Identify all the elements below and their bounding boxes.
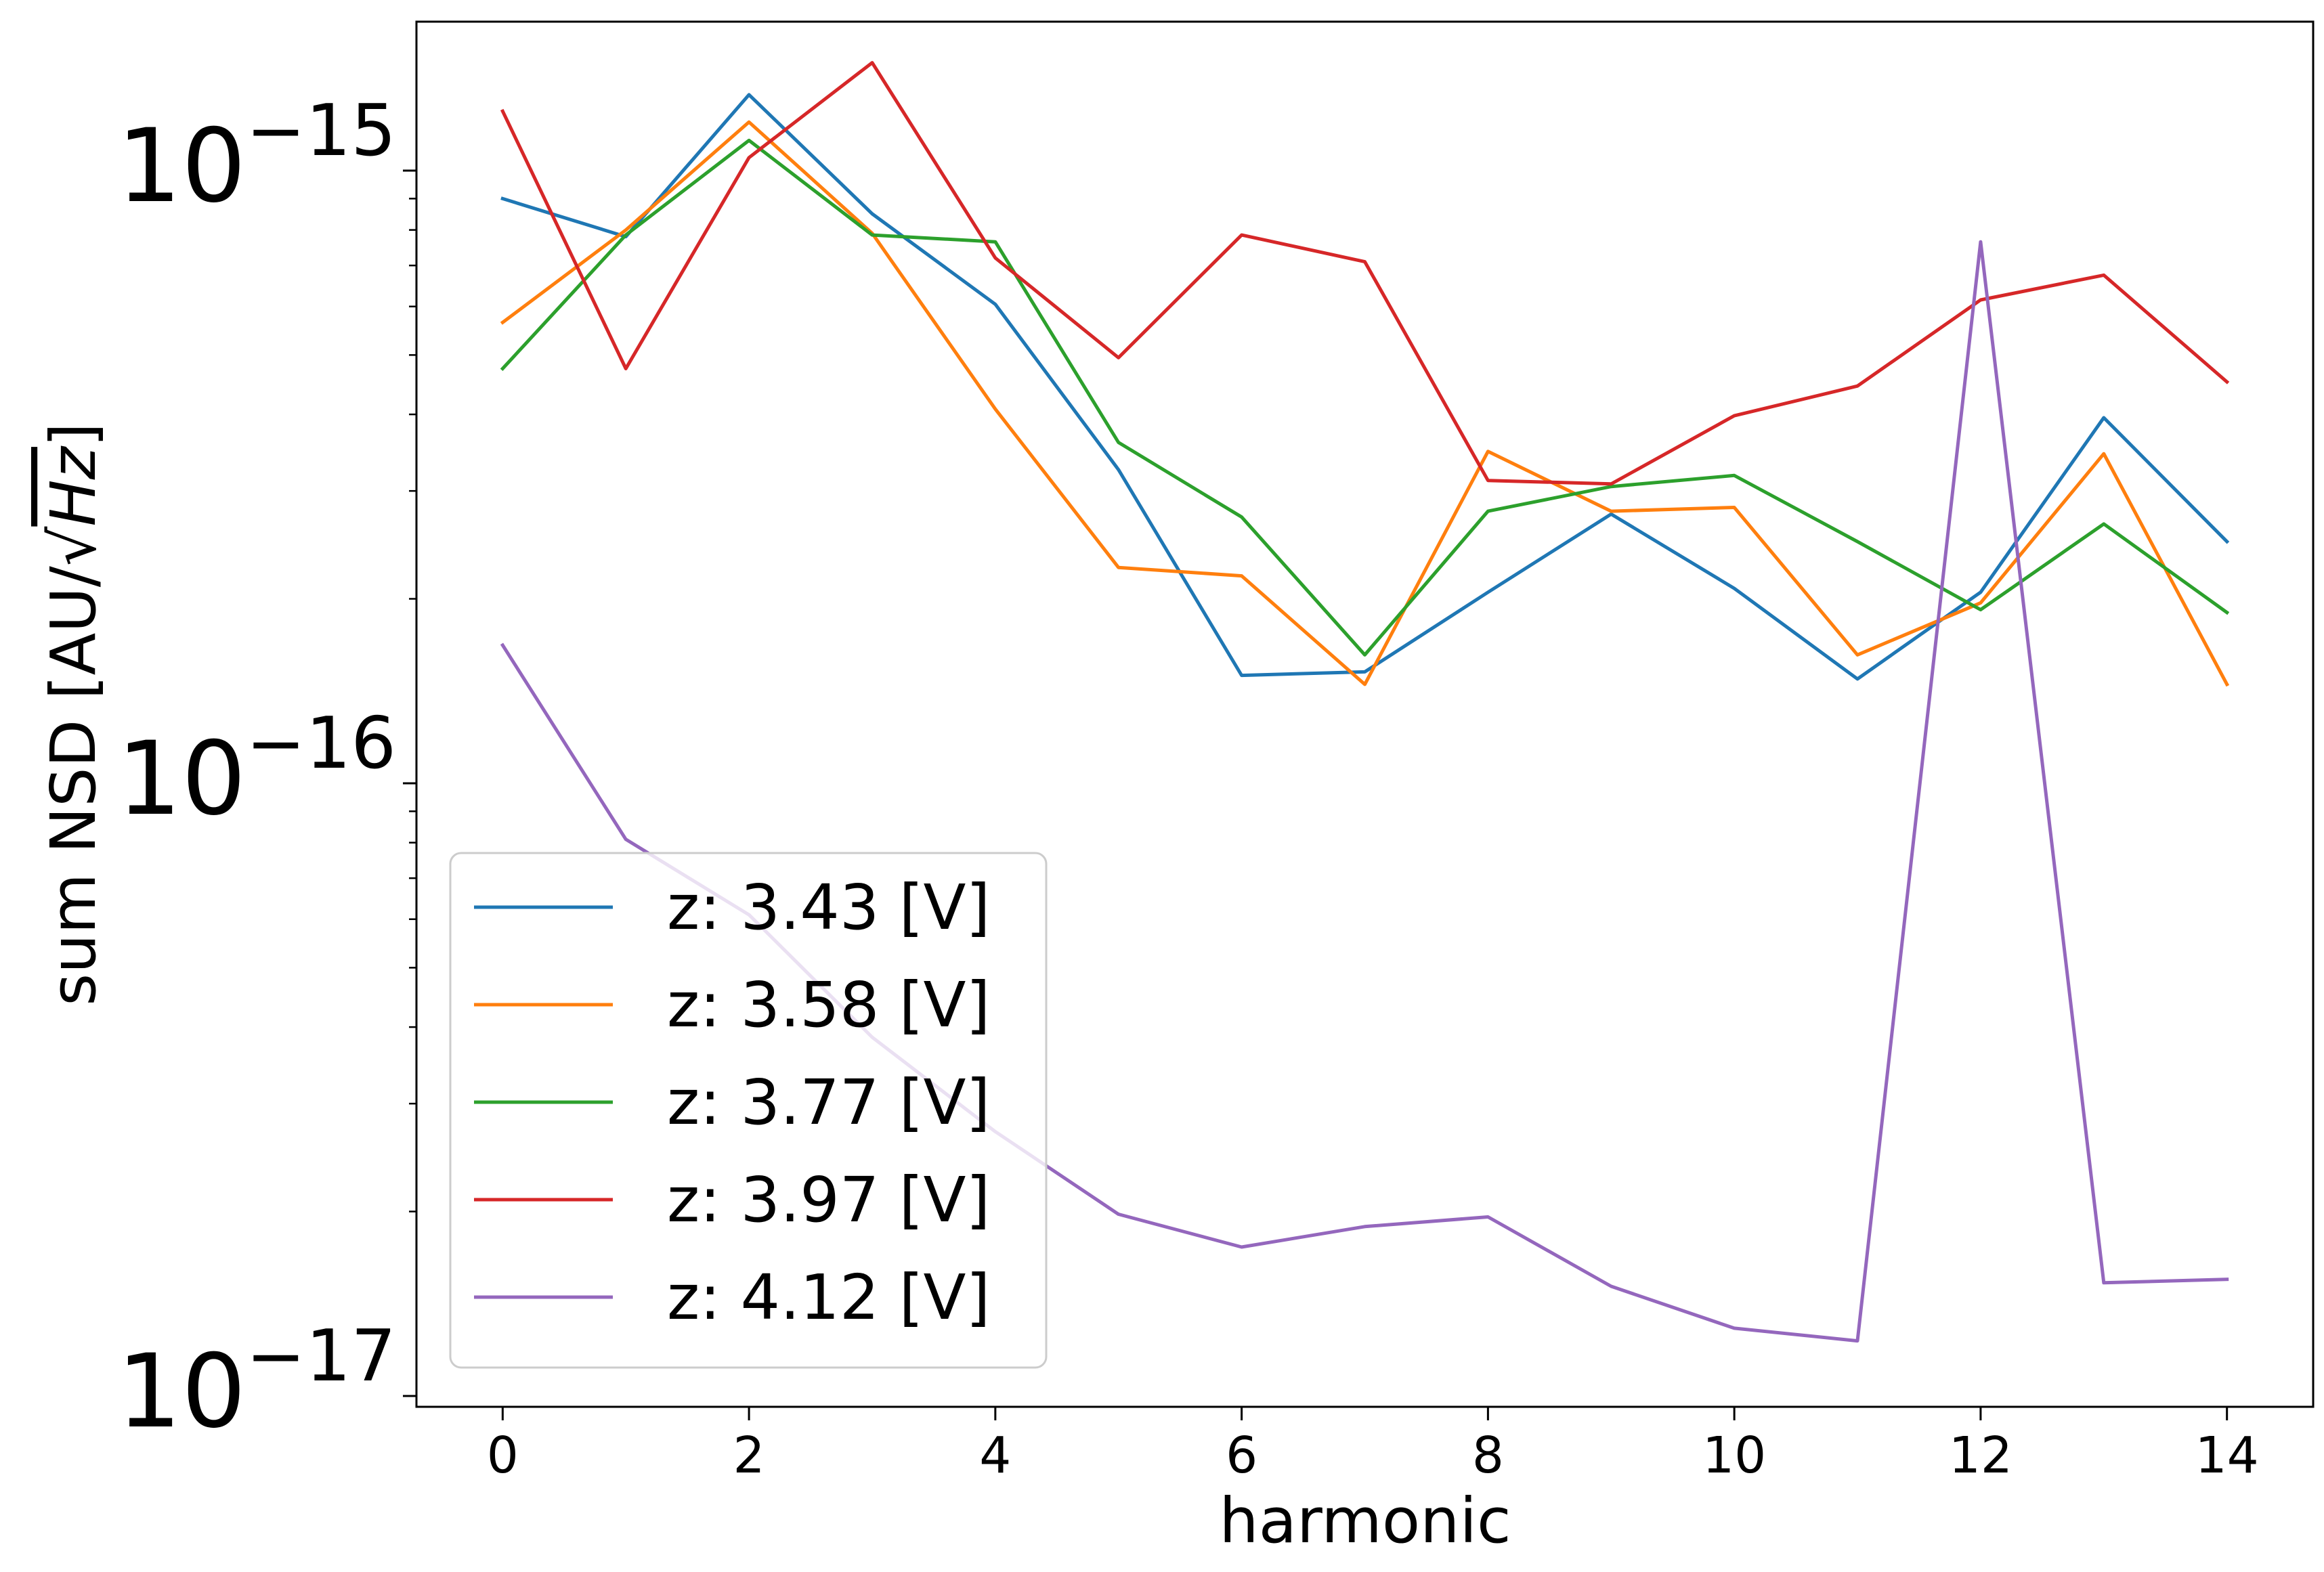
y-axis-label-close: ]: [37, 422, 110, 447]
series-line-3: [500, 138, 2230, 657]
legend-label-5: z: 4.12 [V]: [667, 1261, 990, 1334]
legend-box: [449, 852, 1048, 1369]
x-tick-label: 8: [1472, 1426, 1504, 1485]
x-tick-label: 4: [979, 1426, 1011, 1485]
svg-text:sum NSD [AU/√Hz]: sum NSD [AU/√Hz]: [37, 422, 110, 1006]
y-axis-label-rooted: Hz: [37, 445, 110, 526]
series-line-4: [500, 61, 2230, 486]
legend-label-1: z: 3.43 [V]: [667, 871, 990, 944]
legend-label-2: z: 3.58 [V]: [667, 969, 990, 1041]
x-tick-label: 6: [1226, 1426, 1257, 1485]
x-tick-label: 14: [2195, 1426, 2259, 1485]
x-tick-label: 12: [1949, 1426, 2013, 1485]
x-axis-label: harmonic: [1219, 1485, 1511, 1557]
y-tick-label: 10−15: [117, 89, 396, 225]
legend-label-3: z: 3.77 [V]: [667, 1066, 990, 1139]
legend-label-4: z: 3.97 [V]: [667, 1164, 990, 1236]
axes-frame: [415, 20, 2315, 1408]
y-axis-label: sum NSD [AU/√Hz]: [37, 422, 110, 1006]
x-tick-label: 0: [487, 1426, 519, 1485]
x-axis: 0 2 4 6 8 10 12 14: [487, 1407, 2259, 1485]
legend: z: 3.43 [V] z: 3.58 [V] z: 3.77 [V] z: 3.97…: [449, 852, 1048, 1369]
y-tick-label: 10−17: [117, 1315, 396, 1451]
y-axis-label-root: √: [37, 526, 110, 566]
y-axis: 10−15 10−16 10−17: [117, 89, 416, 1451]
x-tick-label: 10: [1702, 1426, 1766, 1485]
y-axis-label-main: sum NSD [AU/: [37, 566, 110, 1006]
y-tick-label: 10−16: [117, 702, 396, 838]
x-tick-label: 2: [733, 1426, 765, 1485]
